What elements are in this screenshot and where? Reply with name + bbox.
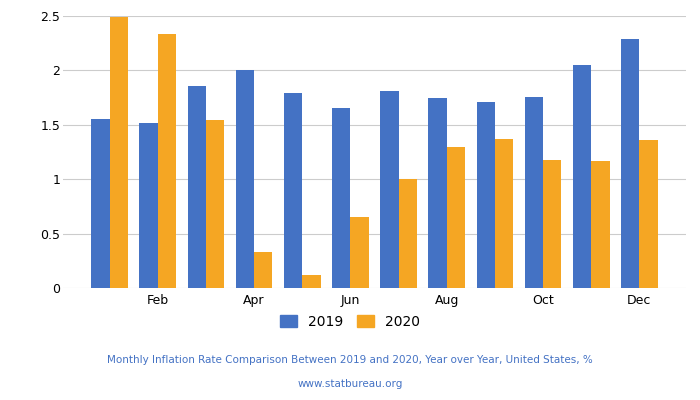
Legend: 2019, 2020: 2019, 2020 [280, 315, 420, 329]
Bar [573, 65, 591, 288]
Bar [158, 34, 176, 288]
Bar [592, 161, 610, 288]
Bar [236, 70, 254, 288]
Bar [302, 275, 321, 288]
Bar [447, 146, 465, 288]
Bar [332, 108, 351, 288]
Bar [428, 98, 447, 288]
Bar [639, 140, 658, 288]
Bar [543, 160, 561, 288]
Bar [477, 102, 495, 288]
Bar [380, 91, 398, 288]
Bar [254, 252, 272, 288]
Text: Monthly Inflation Rate Comparison Between 2019 and 2020, Year over Year, United : Monthly Inflation Rate Comparison Betwee… [107, 355, 593, 365]
Bar [110, 17, 128, 288]
Bar [91, 119, 110, 288]
Bar [139, 123, 158, 288]
Bar [525, 96, 543, 288]
Bar [495, 139, 513, 288]
Bar [284, 93, 302, 288]
Text: www.statbureau.org: www.statbureau.org [298, 379, 402, 389]
Bar [398, 179, 417, 288]
Bar [206, 120, 224, 288]
Bar [188, 86, 206, 288]
Bar [351, 217, 369, 288]
Bar [621, 39, 639, 288]
